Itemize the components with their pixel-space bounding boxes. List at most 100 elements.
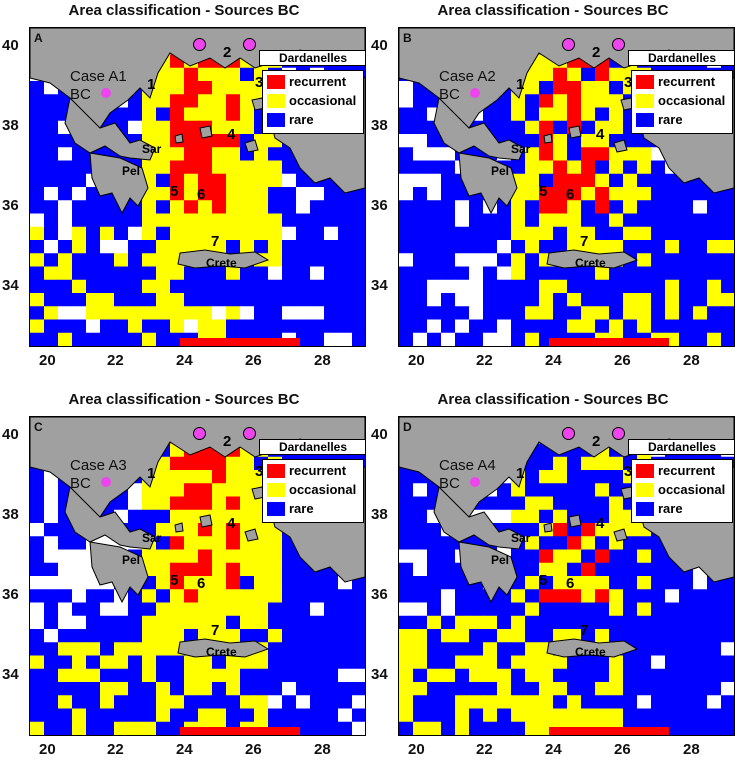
map-cell [679,279,694,294]
map-cell [184,173,199,188]
map-cell [296,602,311,617]
pel-label: Pel [491,164,510,178]
land-mass [543,522,553,533]
region-number: 7 [580,233,589,250]
map-cell [595,470,610,484]
map-cell [184,293,199,307]
map-cell [212,306,227,320]
region-number: 1 [516,76,525,93]
y-tick-label: 40 [2,37,19,54]
map-cell [58,187,73,201]
map-cell [170,668,185,683]
land-mass [546,638,639,658]
map-cell [352,306,365,320]
map-cell [212,668,227,683]
map-cell [637,615,652,630]
map-cell [170,147,185,161]
map-cell [553,200,568,214]
map-cell [240,509,255,524]
map-cell [581,187,596,201]
map-cell [128,213,143,228]
map-cell [707,266,722,281]
map-cell [483,319,498,334]
map-cell [567,319,582,334]
map-cell [86,319,101,334]
map-cell [539,279,554,294]
map-cell [693,602,708,617]
map-cell [58,266,73,281]
map-cell [44,147,59,161]
map-cell [184,187,199,201]
map-cell [511,226,526,241]
bc-marker [101,88,111,98]
map-cell [86,306,101,320]
map-cell [72,576,87,590]
map-cell [184,160,199,175]
map-cell [254,549,269,564]
map-cell [665,562,680,577]
map-cell [511,306,526,320]
map-cell [693,589,708,603]
map-cell [693,615,708,630]
map-cell [226,695,241,709]
map-cell [483,293,498,307]
map-cell [427,306,442,320]
map-cell [525,615,540,630]
map-cell [497,306,512,320]
map-cell [30,682,45,696]
map-cell [665,615,680,630]
map-cell [651,200,666,214]
map-cell [142,279,157,294]
map-cell [198,483,213,497]
map-cell [142,549,157,564]
map-cell [539,602,554,617]
map-cell [637,589,652,603]
map-cell [567,456,582,471]
map-cell [30,642,45,656]
map-cell [142,160,157,175]
map-cell [525,94,540,108]
map-cell [198,173,213,188]
map-cell [483,721,498,735]
map-cell [595,120,610,135]
map-cell [156,319,171,334]
map-cell [469,279,484,294]
map-cell [525,695,540,709]
map-cell [413,655,428,670]
map-cell [184,147,199,161]
map-cell [30,576,45,590]
map-cell [511,483,526,497]
map-cell [324,708,339,723]
map-cell [212,562,227,577]
map-cell [665,602,680,617]
map-cell [212,536,227,550]
map-cell [553,107,568,122]
map-cell [595,266,610,281]
map-cell [142,213,157,228]
region-number: 1 [516,465,525,482]
map-area: A Dardanelles recurrent occasional rare … [29,27,366,347]
map-cell [226,279,241,294]
map-cell [469,695,484,709]
y-tick-label: 34 [371,666,388,683]
map-cell [595,293,610,307]
map-cell [623,602,638,617]
map-cell [469,213,484,228]
map-cell [427,721,442,735]
map-cell [338,695,353,709]
map-cell [58,332,73,346]
map-cell [142,509,157,524]
map-cell [184,226,199,241]
map-cell [441,615,456,630]
map-cell [170,226,185,241]
map-cell [240,615,255,630]
map-cell [525,549,540,564]
map-cell [595,536,610,550]
map-cell [609,682,624,696]
map-cell [114,629,129,643]
map-cell [609,187,624,201]
map-cell [86,226,101,241]
map-cell [156,496,171,511]
map-cell [30,306,45,320]
map-cell [567,695,582,709]
